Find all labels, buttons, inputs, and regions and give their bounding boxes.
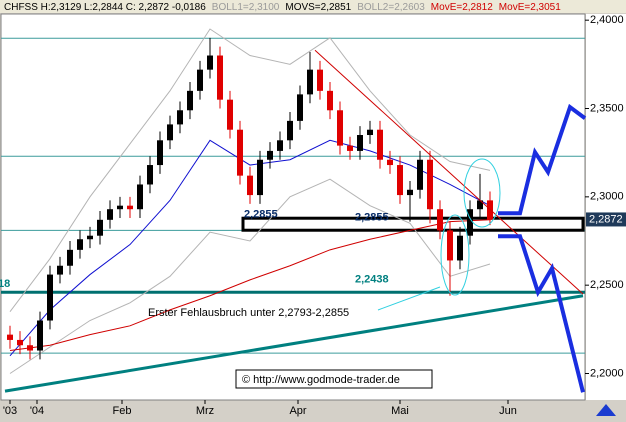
header-item: BOLL2=2,2603: [357, 2, 425, 13]
candle-body: [467, 209, 473, 236]
candle-body: [257, 159, 263, 196]
header: CHFSS H:2,3129 L:2,2844 C: 2,2872 -0,018…: [4, 2, 561, 13]
copyright: © http://www.godmode-trader.de: [242, 374, 400, 386]
candle-body: [67, 249, 73, 266]
level-label: 2,2855: [355, 211, 389, 223]
candle-body: [277, 140, 283, 151]
candle-body: [357, 135, 363, 151]
x-tick-label: Jun: [499, 405, 517, 417]
candle-body: [437, 209, 443, 231]
candle-body: [77, 239, 83, 250]
candle-body: [127, 205, 133, 210]
candle-body: [237, 129, 243, 176]
candle-body: [337, 110, 343, 146]
header-item: CHFSS H:2,3129 L:2,2844 C: 2,2872 -0,018…: [4, 2, 206, 13]
candle-body: [407, 189, 413, 196]
candle-body: [247, 175, 253, 196]
indicator-line: [498, 103, 587, 216]
candle-body: [387, 159, 393, 166]
price-axis: [586, 14, 626, 400]
candle-body: [307, 69, 313, 95]
candle-body: [297, 94, 303, 121]
candle-body: [117, 205, 123, 210]
candle-body: [457, 235, 463, 261]
indicator-line: [314, 49, 584, 295]
candle-body: [137, 184, 143, 210]
candle-body: [487, 200, 493, 220]
highlight-ellipse: [463, 158, 501, 228]
header-item: BOLL1=2,3100: [212, 2, 280, 13]
candle-body: [167, 124, 173, 141]
level-label: 18: [0, 278, 10, 290]
header-item: MovE=2,2812: [431, 2, 493, 13]
candle-body: [427, 159, 433, 210]
x-tick-label: Apr: [289, 405, 306, 417]
x-tick-label: Mai: [391, 405, 409, 417]
candle-body: [367, 129, 373, 136]
candle-body: [187, 90, 193, 111]
candle-body: [37, 320, 43, 351]
candle-body: [7, 334, 13, 340]
candle-body: [17, 339, 23, 346]
header-bar: [0, 0, 626, 13]
indicator-line: [4, 294, 584, 393]
x-tick-label: '04: [30, 405, 44, 417]
highlight-ellipse: [440, 214, 470, 296]
indicator-line: [9, 28, 491, 312]
candle-body: [347, 145, 353, 151]
candle-body: [377, 129, 383, 160]
candle-body: [27, 345, 33, 351]
candle-body: [97, 219, 103, 236]
level-label: 2,2438: [355, 274, 389, 286]
plot-area: [0, 13, 586, 401]
candle-body: [447, 230, 453, 261]
candle-body: [317, 69, 323, 91]
candle-body: [207, 55, 213, 70]
indicator-line: [9, 178, 491, 374]
candle-body: [197, 69, 203, 91]
x-tick-label: Mrz: [196, 405, 214, 417]
candle-body: [57, 265, 63, 275]
copyright-box: [235, 369, 433, 389]
candle-body: [327, 90, 333, 111]
indicator-line: [498, 234, 585, 393]
annotation: Erster Fehlausbruch unter 2,2793-2,2855: [148, 307, 349, 319]
y-tick-label: 2,2500: [590, 279, 624, 291]
candle-body: [147, 165, 153, 185]
header-item: MOVS=2,2851: [285, 2, 351, 13]
last-price: 2,2872: [589, 213, 623, 225]
candle-body: [157, 140, 163, 166]
x-tick-label: '03: [3, 405, 17, 417]
y-tick-label: 2,2000: [590, 367, 624, 379]
candle-body: [227, 99, 233, 130]
last-price-box: [586, 212, 626, 227]
candle-body: [107, 209, 113, 220]
candle-body: [267, 150, 273, 160]
candle-body: [397, 165, 403, 196]
candle-body: [217, 55, 223, 100]
candle-body: [47, 274, 53, 321]
candle-body: [417, 159, 423, 190]
header-item: MovE=2,3051: [499, 2, 561, 13]
candle-body: [477, 200, 483, 210]
candle-body: [87, 235, 93, 240]
candle-body: [287, 120, 293, 141]
leader-line: [377, 286, 441, 311]
y-tick-label: 2,3500: [590, 102, 624, 114]
indicator-line: [9, 219, 491, 352]
corner-icon: [596, 404, 616, 416]
candle-body: [177, 110, 183, 125]
x-tick-label: Feb: [113, 405, 132, 417]
level-label: 2,2855: [244, 208, 278, 220]
y-tick-label: 2,4000: [590, 14, 624, 26]
marks: 2,2855 2,2855 2,2438 18: [0, 28, 587, 393]
indicator-line: [9, 139, 491, 357]
y-tick-label: 2,3000: [590, 191, 624, 203]
